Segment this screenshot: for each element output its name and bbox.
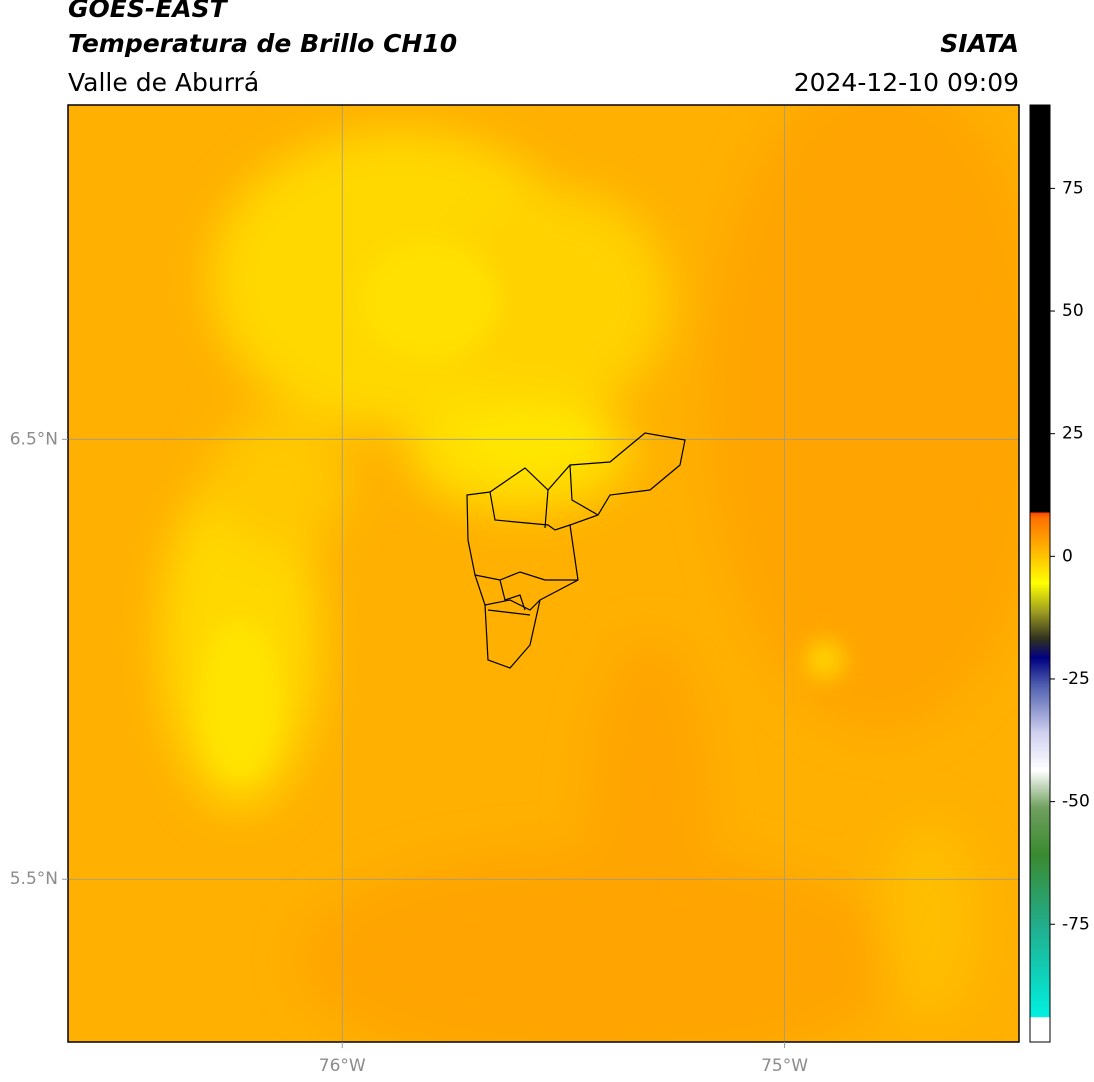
colorbar-tick-label: -50: [1062, 792, 1090, 812]
title: GOES-EAST: [68, 0, 229, 23]
colorbar-tick-label: 75: [1062, 178, 1084, 198]
colorbar-tick-label: -25: [1062, 669, 1090, 689]
region: Valle de Aburrá: [68, 68, 259, 97]
source: SIATA: [940, 29, 1019, 58]
x-tick-label: 75°W: [761, 1056, 808, 1076]
colorbar-tick-label: 25: [1062, 424, 1084, 444]
subtitle: Temperatura de Brillo CH10: [68, 29, 457, 58]
municipality-outlines: [466, 432, 686, 669]
colorbar-tick-label: 50: [1062, 301, 1084, 321]
colorbar-tick-label: -75: [1062, 914, 1090, 934]
colorbar-tick-label: 0: [1062, 546, 1073, 566]
y-tick-label: 5.5°N: [10, 869, 58, 889]
colorbar: [1029, 104, 1051, 1043]
colorbar-ticks: 75 50 25 0 -25 -50 -75: [1050, 178, 1090, 934]
x-tick-label: 76°W: [319, 1056, 366, 1076]
satellite-image: [68, 105, 1019, 1042]
map-grid: [68, 105, 1019, 1042]
datetime: 2024-12-10 09:09: [794, 68, 1019, 97]
y-tick-label: 6.5°N: [10, 429, 58, 449]
map-frame: [67, 104, 1020, 1043]
